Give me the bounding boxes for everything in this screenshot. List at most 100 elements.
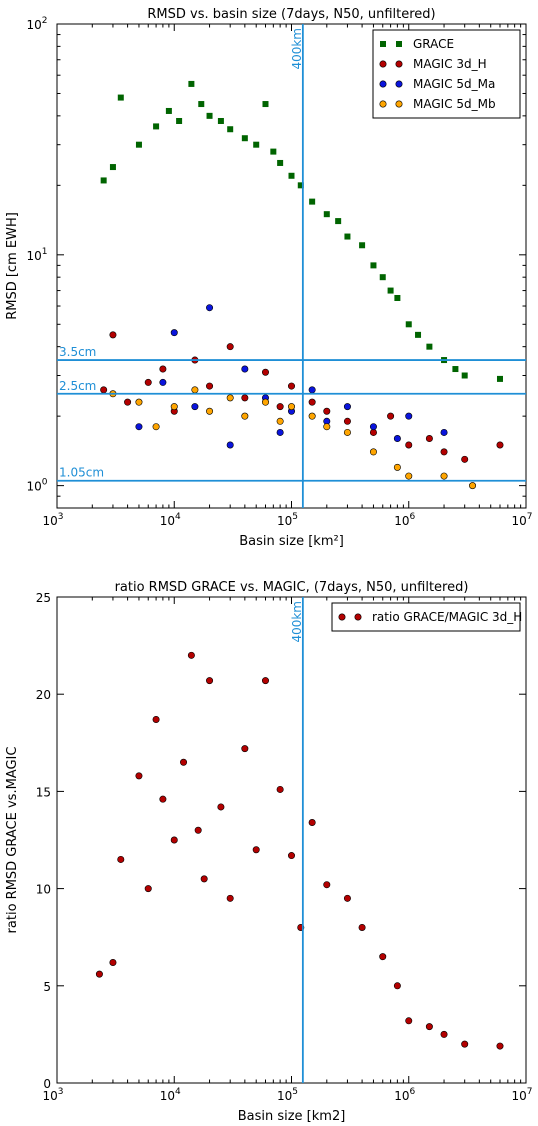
data-point xyxy=(379,274,386,281)
data-point xyxy=(308,819,316,827)
data-point xyxy=(117,94,124,101)
data-point xyxy=(308,386,316,394)
y-tick-label: 102 xyxy=(26,16,47,32)
data-point xyxy=(200,875,208,883)
data-point xyxy=(276,417,284,425)
y-tick-exponent: 0 xyxy=(42,478,48,488)
legend: ratio GRACE/MAGIC 3d_H xyxy=(331,602,522,632)
data-point xyxy=(452,366,459,373)
data-point xyxy=(297,182,304,189)
x-tick-base: 10 xyxy=(42,514,57,528)
data-point xyxy=(135,141,142,148)
y-tick-label: 15 xyxy=(36,785,51,799)
data-point xyxy=(323,407,331,415)
data-point xyxy=(469,482,477,490)
data-point xyxy=(335,218,342,225)
data-point xyxy=(187,651,195,659)
data-point xyxy=(217,117,224,124)
x-tick-exponent: 5 xyxy=(292,1087,298,1097)
data-point xyxy=(379,953,387,961)
data-point xyxy=(393,463,401,471)
data-point xyxy=(393,435,401,443)
data-point xyxy=(277,159,284,166)
data-point xyxy=(159,378,167,386)
reference-line-label: 3.5cm xyxy=(59,345,96,359)
legend-marker xyxy=(395,80,403,88)
x-tick-base: 10 xyxy=(511,1089,526,1103)
x-tick-exponent: 4 xyxy=(175,1087,181,1097)
data-point xyxy=(440,472,448,480)
reference-line-label: 2.5cm xyxy=(59,379,96,393)
legend-marker xyxy=(379,60,387,68)
data-point xyxy=(425,1023,433,1031)
data-point xyxy=(405,1017,413,1025)
y-tick-exponent: 1 xyxy=(42,247,48,257)
data-point xyxy=(343,417,351,425)
data-point xyxy=(308,398,316,406)
data-point xyxy=(100,386,108,394)
data-point xyxy=(124,398,132,406)
data-point xyxy=(369,448,377,456)
x-tick-base: 10 xyxy=(511,514,526,528)
data-point xyxy=(226,441,234,449)
data-point xyxy=(276,403,284,411)
data-point xyxy=(393,982,401,990)
x-tick-label: 105 xyxy=(277,1087,298,1103)
data-point xyxy=(241,135,248,142)
x-tick-label: 103 xyxy=(42,512,63,528)
data-point xyxy=(253,141,260,148)
x-tick-label: 106 xyxy=(394,512,415,528)
data-point xyxy=(288,172,295,179)
data-point xyxy=(252,846,260,854)
data-point xyxy=(176,117,183,124)
x-tick-exponent: 4 xyxy=(175,512,181,522)
data-point xyxy=(461,455,469,463)
x-tick-exponent: 3 xyxy=(58,1087,64,1097)
x-axis-label: Basin size [km2] xyxy=(238,1109,346,1124)
data-point xyxy=(343,428,351,436)
data-point xyxy=(170,329,178,337)
data-point xyxy=(344,233,351,240)
data-point xyxy=(194,826,202,834)
data-point xyxy=(241,745,249,753)
chart-title: RMSD vs. basin size (7days, N50, unfilte… xyxy=(147,7,435,22)
y-tick-base: 10 xyxy=(26,18,41,32)
x-tick-base: 10 xyxy=(160,514,175,528)
legend-label: GRACE xyxy=(413,37,454,51)
data-point xyxy=(135,423,143,431)
y-tick-label: 0 xyxy=(43,1077,51,1091)
x-tick-base: 10 xyxy=(42,1089,57,1103)
data-point xyxy=(109,331,117,339)
data-point xyxy=(261,368,269,376)
data-point xyxy=(217,803,225,811)
data-point xyxy=(387,412,395,420)
x-tick-base: 10 xyxy=(160,1089,175,1103)
data-point xyxy=(188,80,195,87)
data-point xyxy=(159,365,167,373)
legend: GRACE MAGIC 3d_H MAGIC 5d_Ma MAGIC 5d_Mb xyxy=(372,29,521,119)
x-tick-base: 10 xyxy=(394,514,409,528)
reference-line-label: 400km xyxy=(290,601,304,643)
data-point xyxy=(144,885,152,893)
data-point xyxy=(276,785,284,793)
x-tick-base: 10 xyxy=(277,1089,292,1103)
data-point xyxy=(270,148,277,155)
data-point xyxy=(287,852,295,860)
legend-box xyxy=(331,602,521,632)
data-point xyxy=(262,101,269,108)
legend-label: ratio GRACE/MAGIC 3d_H xyxy=(372,610,522,624)
legend-marker xyxy=(396,41,402,47)
data-point xyxy=(426,343,433,350)
data-point xyxy=(496,441,504,449)
y-tick-label: 10 xyxy=(36,883,51,897)
data-point xyxy=(226,343,234,351)
data-point xyxy=(135,398,143,406)
data-point xyxy=(170,403,178,411)
x-tick-exponent: 5 xyxy=(292,512,298,522)
ratio-chart: ratio RMSD GRACE vs. MAGIC, (7days, N50,… xyxy=(5,580,533,1124)
data-point xyxy=(440,448,448,456)
data-point xyxy=(109,958,117,966)
data-point xyxy=(198,101,205,108)
legend-marker xyxy=(338,613,346,621)
legend-label: MAGIC 5d_Mb xyxy=(413,97,496,111)
